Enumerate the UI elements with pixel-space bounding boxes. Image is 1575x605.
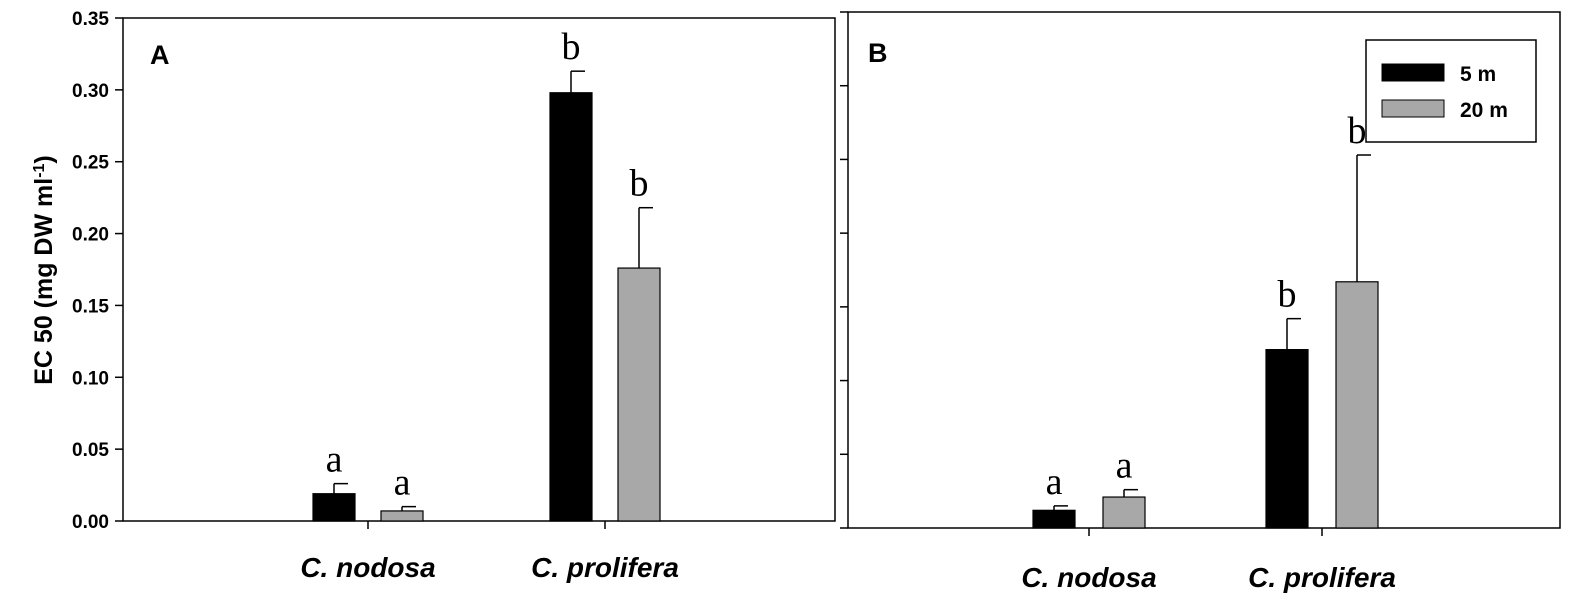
legend-swatch-5m (1381, 63, 1445, 82)
y-tick-label: 0.15 (72, 296, 109, 317)
category-label: C. prolifera (531, 552, 679, 583)
category-label: C. nodosa (1021, 562, 1156, 593)
bar-5m-c-nodosa (312, 493, 356, 522)
significance-letter: b (630, 163, 649, 205)
significance-letter: b (1348, 110, 1367, 152)
bar-5m-c-nodosa (1032, 509, 1076, 529)
significance-letter: a (394, 462, 411, 504)
panel-a-frame (122, 17, 836, 522)
significance-letter: a (326, 439, 343, 481)
legend-box (1365, 39, 1537, 143)
y-tick-label: 0.25 (72, 153, 109, 174)
y-tick-label: 0.30 (72, 81, 109, 102)
y-tick-label: 0.00 (72, 512, 109, 533)
y-tick-label: 0.05 (72, 440, 109, 461)
bar-20m-c-nodosa (1102, 496, 1146, 529)
bar-20m-c-prolifera (617, 267, 661, 522)
legend-swatch-20m (1381, 99, 1445, 118)
y-tick-label: 0.20 (72, 225, 109, 246)
category-label: C. prolifera (1248, 562, 1396, 593)
legend: 5 m 20 m (1365, 39, 1537, 143)
y-tick-label: 0.10 (72, 368, 109, 389)
y-axis-label: EC 50 (mg DW ml-1) (30, 155, 58, 385)
significance-letter: b (1278, 274, 1297, 316)
bar-20m-c-nodosa (380, 510, 424, 522)
bar-5m-c-prolifera (549, 92, 593, 522)
legend-label-20m: 20 m (1460, 99, 1508, 122)
significance-letter: b (562, 26, 581, 68)
bar-5m-c-prolifera (1265, 349, 1309, 529)
panel-b: B a a b b C. nodosa C. prolifera 5 m 20 m (840, 11, 1561, 593)
panel-b-label: B (868, 38, 888, 68)
panel-b-frame (847, 11, 1561, 529)
y-tick-label: 0.35 (72, 9, 109, 30)
category-label: C. nodosa (300, 552, 435, 583)
legend-label-5m: 5 m (1460, 63, 1496, 86)
panel-a-label: A (150, 40, 170, 70)
significance-letter: a (1116, 445, 1133, 487)
bar-20m-c-prolifera (1335, 281, 1379, 529)
significance-letter: a (1046, 461, 1063, 503)
panel-a: A EC 50 (mg DW ml-1) 0.00 0.05 0.10 0.15 0.2… (30, 9, 836, 583)
